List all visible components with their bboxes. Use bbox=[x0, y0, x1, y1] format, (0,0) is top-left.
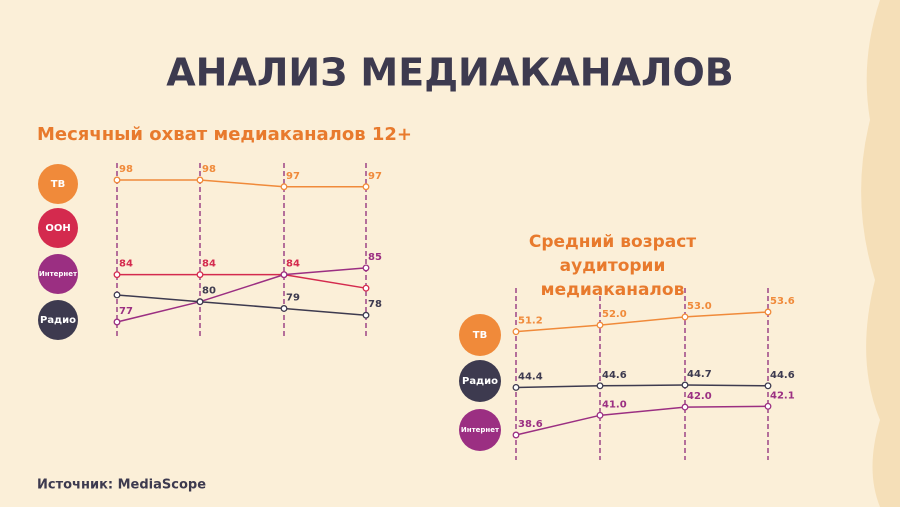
point bbox=[681, 403, 689, 411]
series-line bbox=[116, 267, 367, 323]
data-label: 77 bbox=[119, 306, 133, 317]
point bbox=[113, 176, 121, 184]
data-label: 51.2 bbox=[518, 316, 543, 327]
point bbox=[362, 311, 370, 319]
point bbox=[596, 411, 604, 419]
data-label: 42.1 bbox=[770, 390, 795, 401]
data-label: 98 bbox=[202, 164, 216, 175]
legend-marker bbox=[459, 314, 501, 356]
data-label: 97 bbox=[286, 171, 300, 182]
data-label: 97 bbox=[368, 171, 382, 182]
legend-label: Интернет bbox=[39, 270, 78, 278]
page-title: АНАЛИЗ МЕДИАКАНАЛОВ bbox=[166, 51, 734, 95]
data-label: 84 bbox=[119, 259, 133, 270]
point bbox=[362, 183, 370, 191]
point bbox=[113, 271, 121, 279]
data-label: 53.6 bbox=[770, 296, 795, 307]
legend-label: Интернет bbox=[461, 426, 500, 434]
point bbox=[512, 431, 520, 439]
legend-label: ООН bbox=[45, 223, 70, 234]
data-label: 85 bbox=[368, 252, 382, 263]
point bbox=[764, 308, 772, 316]
series-line bbox=[117, 273, 367, 289]
point bbox=[512, 328, 520, 336]
series-line bbox=[116, 294, 367, 316]
source: Источник: MediaScope bbox=[37, 478, 206, 493]
legend-marker bbox=[38, 300, 78, 340]
chart-title: Месячный охват медиаканалов 12+ bbox=[37, 124, 413, 145]
point bbox=[764, 382, 772, 390]
point bbox=[596, 321, 604, 329]
legend-marker bbox=[38, 164, 78, 204]
series-line bbox=[515, 311, 769, 333]
point bbox=[196, 298, 204, 306]
data-label: 41.0 bbox=[602, 399, 627, 410]
data-label: 53.0 bbox=[687, 301, 712, 312]
point bbox=[362, 264, 370, 272]
point bbox=[681, 313, 689, 321]
data-label: 42.0 bbox=[687, 391, 712, 402]
point bbox=[113, 318, 121, 326]
data-label: 80 bbox=[202, 286, 216, 297]
data-label: 38.6 bbox=[518, 419, 543, 430]
data-label: 44.4 bbox=[518, 371, 543, 382]
point bbox=[196, 271, 204, 279]
point bbox=[681, 381, 689, 389]
legend-marker bbox=[459, 360, 501, 402]
legend-label: ТВ bbox=[51, 179, 65, 190]
series-line bbox=[515, 405, 769, 436]
point bbox=[596, 382, 604, 390]
series-line bbox=[117, 179, 366, 188]
data-label: 79 bbox=[286, 292, 300, 303]
series-line bbox=[515, 384, 769, 389]
point bbox=[512, 383, 520, 391]
legend-marker bbox=[38, 208, 78, 248]
point bbox=[764, 402, 772, 410]
legend-marker bbox=[459, 409, 501, 451]
legend-marker bbox=[38, 254, 78, 294]
point bbox=[280, 183, 288, 191]
data-label: 44.6 bbox=[602, 370, 627, 381]
point bbox=[280, 271, 288, 279]
data-label: 44.7 bbox=[687, 369, 712, 380]
data-label: 52.0 bbox=[602, 309, 627, 320]
legend-label: ТВ bbox=[473, 330, 487, 341]
point bbox=[280, 305, 288, 312]
legend-label: Радио bbox=[462, 376, 498, 387]
chart-title: Средний возраст аудитории медиаканалов bbox=[528, 232, 697, 300]
data-label: 78 bbox=[368, 299, 382, 310]
data-label: 84 bbox=[286, 259, 300, 270]
point bbox=[113, 291, 121, 299]
legend-label: Радио bbox=[40, 315, 76, 326]
data-label: 44.6 bbox=[770, 370, 795, 381]
data-label: 98 bbox=[119, 164, 133, 175]
point bbox=[362, 284, 370, 292]
decor bbox=[861, 0, 900, 507]
data-label: 84 bbox=[202, 259, 216, 270]
point bbox=[196, 176, 204, 184]
